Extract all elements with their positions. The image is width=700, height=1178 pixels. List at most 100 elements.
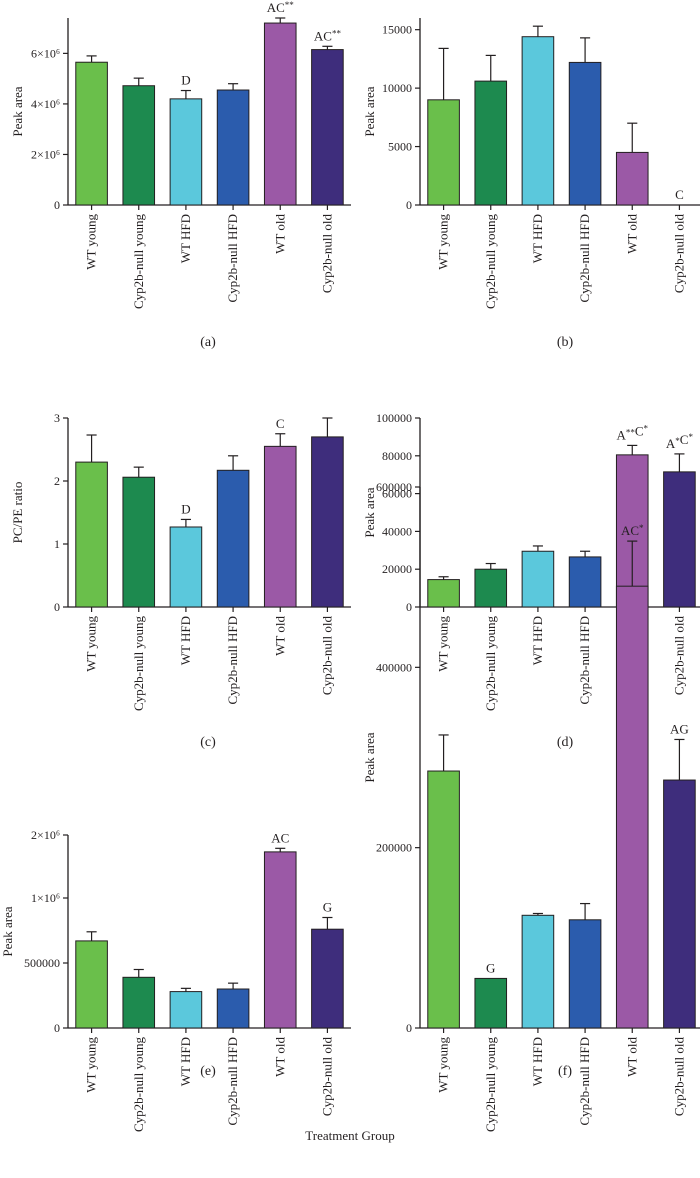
panel-label: (f) [558,1064,572,1079]
panel-label: (c) [200,735,216,750]
panel-c: 0 1 2 3 PC/PE ratio WT young Cyp2b-null young D… [10,411,351,750]
significance-label: G [486,960,495,975]
y-tick-label: 6×10⁶ [31,46,60,60]
bar-wt-old [615,151,649,206]
bar-cyp2b-null-young [474,977,508,1029]
y-tick-label: 500000 [24,956,60,970]
y-axis-label: Peak area [362,487,377,537]
x-tick-label: Cyp2b-null old [319,214,334,294]
x-tick-label: Cyp2b-null HFD [577,1037,592,1125]
significance-label: D [181,73,190,88]
x-tick-label: Cyp2b-null HFD [577,214,592,302]
x-tick-label: Cyp2b-null old [319,1037,334,1117]
y-tick-label: 2×10⁶ [31,147,60,161]
panel-label: (d) [557,735,574,750]
panel-a: 0 2×10⁶ 4×10⁶ 6×10⁶ Peak area WT young Cyp2b-n… [10,0,351,350]
significance-label: AG [670,721,689,736]
x-tick-label: Cyp2b-null HFD [225,616,240,704]
y-axis-label: Peak area [362,732,377,782]
y-tick-label: 400000 [376,660,412,674]
y-axis-label: Peak area [0,906,15,956]
significance-label: A**C* [616,423,648,442]
x-tick-label: Cyp2b-null young [483,1037,498,1132]
x-tick-label: WT HFD [530,1037,545,1086]
significance-label: AC [271,830,289,845]
panel-label: (e) [200,1064,216,1079]
x-tick-label: WT old [624,214,639,254]
bar-cyp2b-null-hfd [216,988,250,1029]
bar-cyp2b-null-old [663,471,696,608]
bar-wt-young [427,579,460,608]
x-tick-label: Cyp2b-null old [671,214,686,294]
x-tick-label: WT young [436,214,451,270]
bar-wt-young [427,770,460,1029]
y-tick-label: 4×10⁶ [31,97,60,111]
panel-label: (a) [200,335,216,350]
x-tick-label: Cyp2b-null old [671,616,686,696]
bar-wt-hfd [521,914,555,1029]
bar-cyp2b-null-young [474,568,508,608]
y-tick-label: 2×10⁶ [31,828,60,842]
y-tick-label: 0 [406,1021,412,1035]
significance-label: D [181,501,190,516]
y-axis-label: Peak area [362,86,377,136]
y-tick-label: 1 [54,537,60,551]
bar-wt-young [75,461,108,608]
y-tick-label: 0 [54,198,60,212]
panel-d: 0 20000 40000 60000 80000 100000 Peak area WT y… [362,411,700,750]
significance-label: A*C* [666,432,694,451]
x-tick-label: WT old [624,1037,639,1077]
y-tick-label: 80000 [382,449,412,463]
x-tick-label: Cyp2b-null HFD [225,214,240,302]
y-tick-label: 0 [54,1021,60,1035]
y-tick-label: 0 [54,600,60,614]
panel-b: 0 5000 10000 15000 Peak area WT young Cyp2b-nu… [362,18,700,350]
y-tick-label: 5000 [388,140,412,154]
bar-cyp2b-null-old [311,928,344,1029]
bar-cyp2b-null-old [663,779,696,1029]
x-tick-label: WT young [84,1037,99,1093]
x-tick-label: WT young [436,616,451,672]
x-tick-label: Cyp2b-null old [319,616,334,696]
x-tick-label: WT young [436,1037,451,1093]
bar-cyp2b-null-young [122,85,156,206]
x-tick-label: Cyp2b-null young [483,616,498,711]
bar-cyp2b-null-old [311,49,344,206]
significance-label: AC** [314,28,342,43]
x-tick-label: WT young [84,616,99,672]
bar-cyp2b-null-old [311,436,344,608]
bar-cyp2b-null-young [474,80,508,206]
y-axis-label: Peak area [10,86,25,136]
y-tick-label: 2 [54,474,60,488]
y-tick-label: 40000 [382,524,412,538]
panel-e: 0 500000 1×10⁶ 2×10⁶ Peak area WT young Cyp2b-… [0,828,351,1132]
x-tick-label: WT old [272,1037,287,1077]
bar-cyp2b-null-hfd [568,61,602,206]
significance-label: AC* [621,523,644,538]
x-tick-label: Cyp2b-null HFD [577,616,592,704]
y-tick-label: 600000 [376,480,412,494]
x-tick-label: Cyp2b-null young [483,214,498,309]
bar-wt-old [615,585,649,1029]
bar-wt-hfd [521,36,555,206]
bar-wt-old [263,22,297,206]
x-tick-label: WT old [272,214,287,254]
y-tick-label: 20000 [382,562,412,576]
bar-cyp2b-null-young [122,976,156,1029]
bar-wt-hfd [169,991,203,1029]
bar-cyp2b-null-hfd [216,89,250,206]
bar-wt-old [263,445,297,608]
x-tick-label: Cyp2b-null HFD [225,1037,240,1125]
significance-label: C [276,416,285,431]
x-tick-label: WT HFD [178,214,193,263]
bar-cyp2b-null-hfd [216,469,250,608]
y-tick-label: 0 [406,198,412,212]
bar-wt-hfd [169,98,203,206]
bar-cyp2b-null-hfd [568,556,602,608]
figure-x-axis-title: Treatment Group [305,1128,394,1143]
significance-label: G [323,900,332,915]
x-tick-label: WT HFD [178,616,193,665]
y-tick-label: 1×10⁶ [31,891,60,905]
